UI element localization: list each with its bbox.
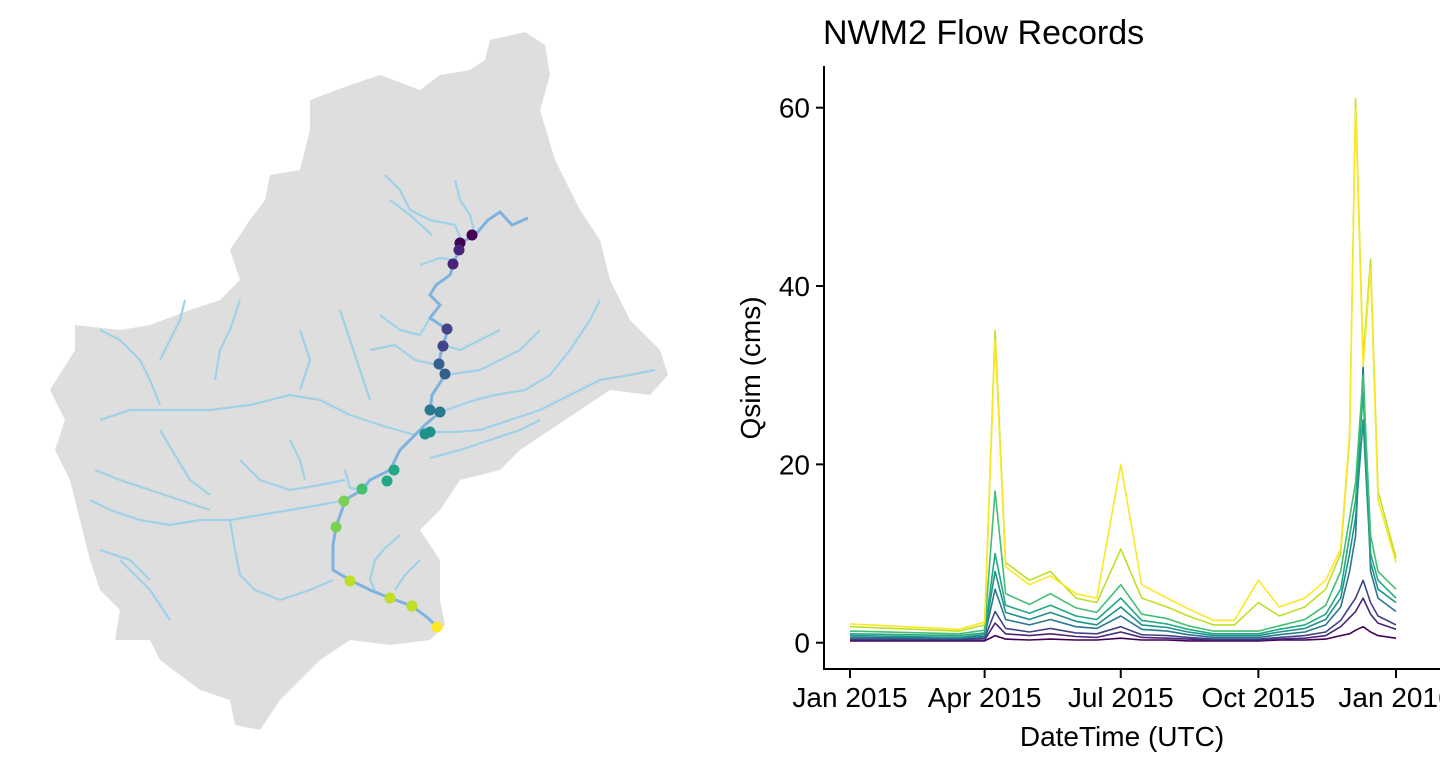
river-tributary xyxy=(419,256,456,267)
river-tributary xyxy=(94,468,211,512)
river-tributary xyxy=(429,419,541,460)
gauge-point xyxy=(424,404,436,416)
gauge-point xyxy=(441,323,453,335)
x-tick-label: Jul 2015 xyxy=(1068,682,1174,713)
y-tick-label: 60 xyxy=(779,93,810,124)
x-axis-label: DateTime (UTC) xyxy=(1020,721,1224,752)
river-tributary xyxy=(99,548,151,581)
river-tributary xyxy=(99,329,162,406)
gauge-point xyxy=(356,483,368,495)
river-tributary xyxy=(369,343,439,367)
series-line xyxy=(849,98,1397,632)
river-tributary xyxy=(379,314,431,337)
river-tributary xyxy=(228,519,334,602)
flow-chart: NWM2 Flow Records 0 20 40 60 Jan 2015 Apr 20… xyxy=(720,0,1440,768)
gauge-point xyxy=(338,495,350,507)
river-tributary xyxy=(298,329,312,391)
y-tick-label: 0 xyxy=(794,628,810,659)
river-tributary xyxy=(384,174,464,243)
gauge-point xyxy=(344,575,356,587)
river-network xyxy=(89,174,656,621)
river-tributary xyxy=(213,299,242,381)
series-line xyxy=(849,392,1397,637)
gauge-point xyxy=(439,368,451,380)
x-tick-label: Jan 2015 xyxy=(792,682,907,713)
river-tributary xyxy=(430,368,656,434)
y-axis-label: Qsim (cms) xyxy=(735,296,766,439)
series-line xyxy=(849,374,1397,635)
river-tributary xyxy=(368,534,401,591)
chart-title: NWM2 Flow Records xyxy=(823,14,1144,52)
gauge-point xyxy=(431,621,443,633)
watershed-map xyxy=(0,0,720,768)
gauge-point xyxy=(437,340,449,352)
river-tributary xyxy=(453,179,477,236)
river-tributary xyxy=(159,299,187,361)
gauge-point xyxy=(406,600,418,612)
series-line xyxy=(849,106,1397,631)
river-tributary xyxy=(119,559,171,621)
gauge-point xyxy=(434,406,446,418)
gauge-point xyxy=(330,521,342,533)
x-tick-label: Apr 2015 xyxy=(928,682,1042,713)
river-tributary xyxy=(289,439,307,481)
river-tributary xyxy=(89,498,346,527)
series-line xyxy=(849,418,1397,639)
x-axis-ticks: Jan 2015 Apr 2015 Jul 2015 Oct 2015 Jan 2016 xyxy=(792,670,1440,713)
x-tick-label: Oct 2015 xyxy=(1202,682,1316,713)
gauge-point xyxy=(381,475,393,487)
river-tributary xyxy=(389,199,433,236)
gauge-point xyxy=(424,426,436,438)
gauge-point xyxy=(384,592,396,604)
gauge-point xyxy=(447,258,459,270)
river-tributary xyxy=(99,393,416,437)
river-tributary xyxy=(338,309,372,401)
basin-polygon xyxy=(50,32,668,730)
river-tributary xyxy=(239,459,346,492)
gauge-point xyxy=(433,358,445,370)
river-tributary xyxy=(442,329,501,352)
series-line xyxy=(850,597,1397,641)
series-line xyxy=(849,365,1397,640)
plot-series xyxy=(849,98,1397,642)
gauge-point xyxy=(466,229,478,241)
y-tick-label: 40 xyxy=(779,271,810,302)
series-line xyxy=(850,579,1397,640)
gauge-point xyxy=(453,244,465,256)
river-tributary xyxy=(439,299,601,414)
river-tributary xyxy=(444,329,541,377)
y-axis-ticks: 0 20 40 60 xyxy=(779,93,824,659)
river-tributary xyxy=(394,559,421,591)
series-line xyxy=(850,625,1397,642)
y-tick-label: 20 xyxy=(779,449,810,480)
gauge-points xyxy=(330,229,478,633)
x-tick-label: Jan 2016 xyxy=(1338,682,1440,713)
river-tributary xyxy=(159,429,211,496)
gauge-point xyxy=(388,464,400,476)
